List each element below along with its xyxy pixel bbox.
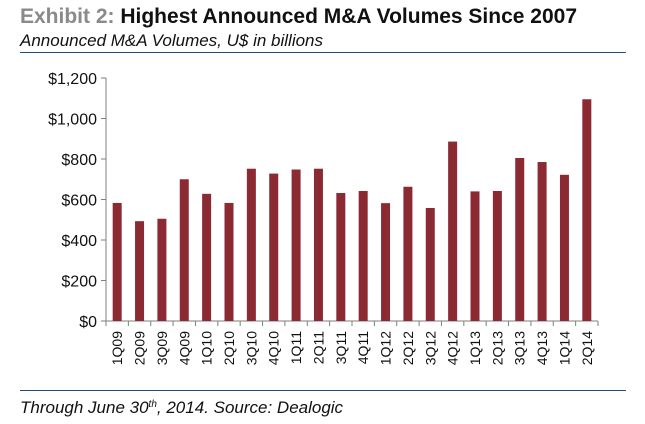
- chart-subtitle: Announced M&A Volumes, U$ in billions: [20, 31, 324, 50]
- bar: [403, 186, 413, 321]
- x-tick-label: 4Q13: [534, 331, 550, 365]
- top-divider: [20, 52, 626, 53]
- bar: [291, 169, 301, 321]
- bar: [470, 191, 480, 321]
- exhibit-label: Exhibit 2:: [20, 5, 115, 28]
- bar: [157, 218, 167, 321]
- bar: [448, 141, 458, 321]
- bar: [246, 168, 256, 321]
- bar: [492, 190, 502, 321]
- bar: [269, 173, 279, 321]
- x-tick-label: 2Q11: [310, 331, 326, 364]
- x-tick-label: 2Q14: [579, 331, 595, 365]
- x-tick-label: 1Q13: [467, 331, 483, 365]
- x-tick-label: 3Q13: [512, 331, 528, 365]
- bar: [582, 99, 592, 321]
- bar: [202, 193, 212, 321]
- source-footnote: Through June 30th, 2014. Source: Dealogi…: [20, 397, 343, 419]
- x-tick-label: 4Q11: [355, 331, 371, 364]
- bar: [336, 193, 346, 321]
- x-tick-label: 4Q12: [445, 331, 461, 365]
- x-tick-label: 3Q11: [333, 331, 349, 364]
- bar: [135, 221, 145, 321]
- x-tick-label: 4Q09: [176, 331, 192, 365]
- y-tick-label: $200: [61, 274, 97, 291]
- x-tick-label: 2Q09: [132, 331, 148, 365]
- x-tick-label: 4Q10: [266, 331, 282, 365]
- bar: [515, 157, 525, 321]
- x-tick-label: 2Q12: [400, 331, 416, 365]
- y-tick-label: $600: [61, 193, 97, 210]
- bar: [559, 174, 569, 321]
- x-tick-label: 2Q10: [221, 331, 237, 365]
- footnote-text-end: , 2014. Source: Dealogic: [156, 398, 344, 417]
- x-tick-label: 3Q12: [422, 331, 438, 365]
- bar: [537, 162, 547, 321]
- x-tick-label: 2Q13: [489, 331, 505, 365]
- bottom-divider: [20, 390, 626, 391]
- bar-chart: $0 $200 $400 $600 $800 $1,000 $1,200 1Q09 2Q09 3Q…: [48, 71, 599, 365]
- footnote-superscript: th: [148, 399, 157, 410]
- x-tick-label: 1Q09: [109, 331, 125, 365]
- bar: [425, 208, 435, 321]
- x-tick-label: 3Q09: [154, 331, 170, 365]
- y-tick-label: $400: [61, 233, 97, 250]
- y-tick-label: $800: [61, 152, 97, 169]
- x-tick-label: 1Q11: [288, 331, 304, 364]
- footnote-text-start: Through June 30: [20, 398, 149, 417]
- y-tick-label: $1,200: [48, 71, 97, 88]
- bar: [179, 179, 189, 321]
- chart-header: Exhibit 2: Highest Announced M&A Volumes…: [20, 4, 626, 51]
- title-text: Highest Announced M&A Volumes Since 2007: [120, 5, 578, 28]
- chart-title: Exhibit 2: Highest Announced M&A Volumes…: [20, 4, 626, 30]
- x-tick-label: 1Q14: [556, 331, 572, 365]
- bar: [381, 203, 391, 321]
- x-tick-label: 3Q10: [243, 331, 259, 365]
- y-tick-label: $0: [79, 314, 97, 331]
- bar: [112, 202, 122, 321]
- x-tick-label: 1Q10: [199, 331, 215, 365]
- x-tick-label: 1Q12: [378, 331, 394, 365]
- bar: [224, 202, 234, 321]
- bar: [313, 168, 323, 321]
- y-tick-label: $1,000: [48, 112, 97, 129]
- bar: [358, 190, 368, 321]
